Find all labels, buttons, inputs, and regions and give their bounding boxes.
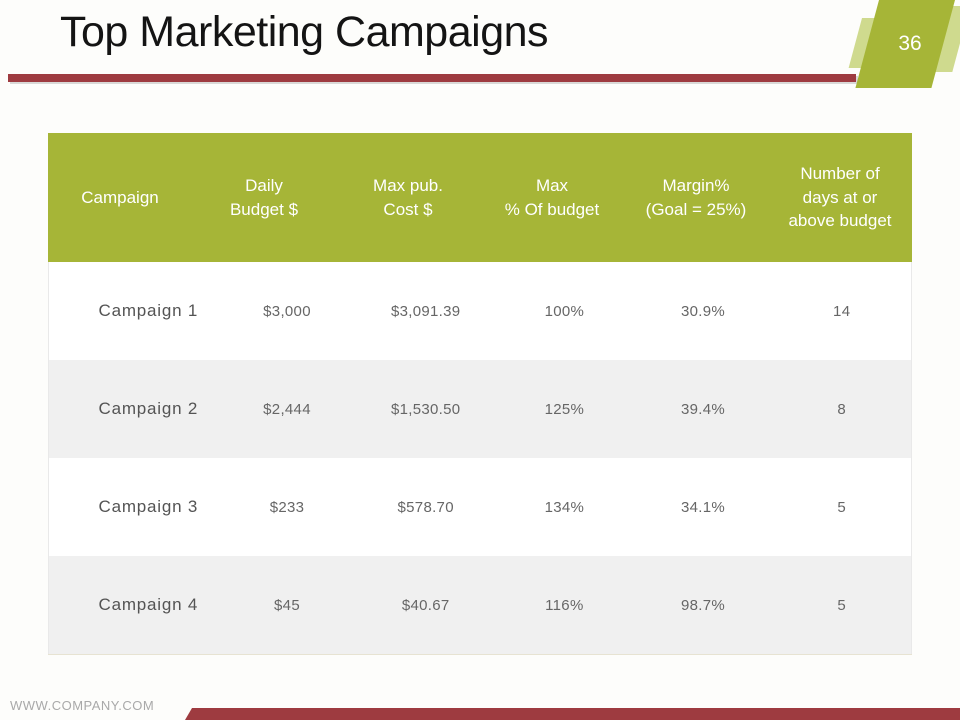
campaign-table: Campaign Daily Budget $ Max pub. Cost $ … — [48, 133, 912, 655]
header-cell-max-pub-cost: Max pub. Cost $ — [373, 175, 443, 219]
cell-days-above: 14 — [833, 302, 851, 320]
footer-url: WWW.COMPANY.COM — [10, 698, 155, 713]
cell-daily-budget: $233 — [269, 498, 305, 516]
cell-max-pct-budget: 116% — [545, 596, 584, 614]
cell-days-above: 5 — [837, 596, 847, 614]
header-cell-daily-budget: Daily Budget $ — [229, 175, 299, 219]
cell-campaign-name: Campaign 2 — [98, 399, 199, 418]
cell-margin: 39.4% — [681, 400, 726, 418]
cell-max-pct-budget: 134% — [544, 498, 585, 516]
header-cell-margin-goal: Margin% (Goal = 25%) — [645, 175, 747, 219]
cell-max-pub-cost: $1,530.50 — [390, 400, 461, 418]
header-cell-max-pct-budget: Max % Of budget — [504, 175, 600, 219]
cell-margin: 30.9% — [681, 302, 726, 320]
cell-campaign-name: Campaign 4 — [98, 595, 199, 614]
cell-campaign-name: Campaign 3 — [98, 497, 199, 516]
header-cell-days-above: Number of days at or above budget — [788, 163, 892, 231]
cell-campaign-name: Campaign 1 — [98, 301, 199, 320]
cell-margin: 34.1% — [681, 498, 726, 516]
cell-margin: 98.7% — [681, 596, 726, 614]
cell-daily-budget: $45 — [274, 596, 300, 614]
page-number-badge: 36 — [848, 0, 960, 95]
cell-max-pct-budget: 125% — [544, 400, 585, 418]
table-row: Campaign 1 $3,000 $3,091.39 100% 30.9% 1… — [48, 262, 912, 360]
cell-days-above: 5 — [837, 498, 847, 516]
cell-days-above: 8 — [837, 400, 847, 418]
title-underline-rule — [8, 74, 856, 82]
table-row: Campaign 4 $45 $40.67 116% 98.7% 5 — [48, 556, 912, 654]
cell-max-pub-cost: $578.70 — [397, 498, 454, 516]
cell-max-pct-budget: 100% — [544, 302, 585, 320]
table-header-row: Campaign Daily Budget $ Max pub. Cost $ … — [48, 133, 912, 262]
cell-max-pub-cost: $3,091.39 — [390, 302, 461, 320]
table-row: Campaign 2 $2,444 $1,530.50 125% 39.4% 8 — [48, 360, 912, 458]
page-number: 36 — [898, 32, 922, 55]
table-row: Campaign 3 $233 $578.70 134% 34.1% 5 — [48, 458, 912, 556]
cell-daily-budget: $2,444 — [263, 400, 311, 418]
footer-accent-bar — [185, 708, 960, 720]
header-cell-campaign: Campaign — [81, 187, 159, 207]
cell-daily-budget: $3,000 — [263, 302, 311, 320]
slide-title: Top Marketing Campaigns — [60, 8, 549, 56]
cell-max-pub-cost: $40.67 — [401, 596, 450, 614]
